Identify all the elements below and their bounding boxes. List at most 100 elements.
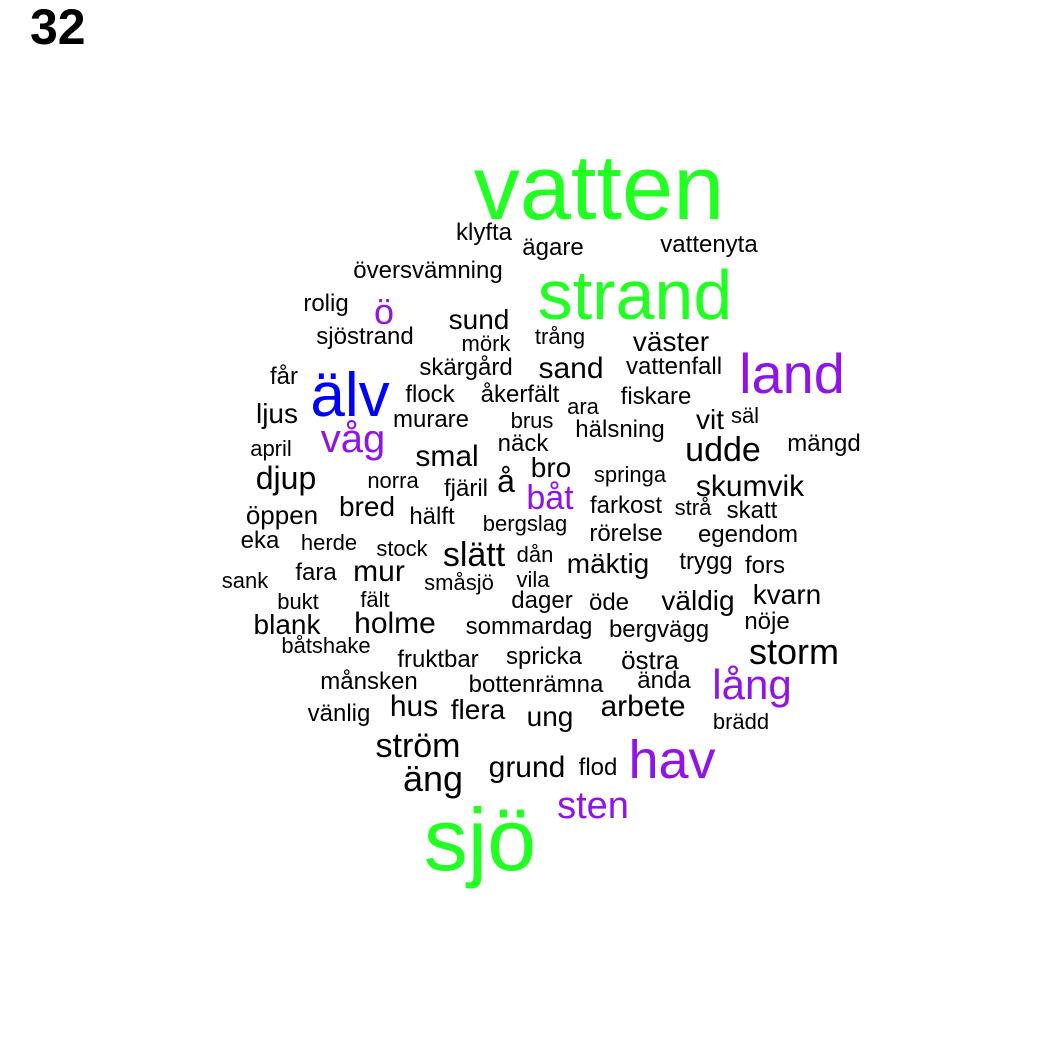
word-27: ara <box>567 394 599 419</box>
word-74: kvarn <box>752 579 822 610</box>
word-58: stock <box>376 536 428 561</box>
word-30: murare <box>392 406 470 433</box>
word-19: trång <box>534 324 586 349</box>
word-0: vatten <box>473 137 725 239</box>
word-8: båt <box>526 479 574 517</box>
word-34: hälsning <box>575 416 665 443</box>
word-7: våg <box>320 417 386 461</box>
word-44: springa <box>593 462 667 487</box>
word-96: grund <box>488 751 566 784</box>
word-4: land <box>739 342 845 405</box>
word-79: nöje <box>744 608 790 635</box>
word-52: hälft <box>409 503 455 530</box>
word-31: brus <box>510 408 554 433</box>
word-18: mörk <box>461 331 511 356</box>
word-92: arbete <box>600 690 686 723</box>
word-55: egendom <box>697 521 799 548</box>
word-66: mur <box>353 555 405 588</box>
word-41: djup <box>255 460 317 496</box>
word-88: vänlig <box>307 700 371 727</box>
word-32: vit <box>696 404 724 435</box>
panel-number: 32 <box>30 0 86 55</box>
word-77: sommardag <box>465 613 593 640</box>
word-12: ägare <box>522 234 584 261</box>
word-36: näck <box>497 430 549 457</box>
word-39: smal <box>415 440 479 473</box>
word-29: ljus <box>255 398 299 429</box>
word-6: ö <box>373 291 395 332</box>
word-67: småsjö <box>424 570 494 595</box>
word-3: älv <box>310 361 390 430</box>
word-21: skärgård <box>419 354 513 381</box>
word-97: flod <box>578 754 618 781</box>
word-91: ung <box>526 701 574 732</box>
word-16: sund <box>448 304 510 335</box>
word-71: dager <box>511 587 573 614</box>
word-14: översvämning <box>353 257 503 284</box>
word-25: flock <box>405 381 455 408</box>
word-86: bottenrämna <box>468 671 604 698</box>
word-61: mäktig <box>566 548 650 579</box>
word-50: skatt <box>726 497 778 524</box>
word-15: rolig <box>303 290 349 317</box>
word-75: blank <box>253 609 321 640</box>
word-23: vattenfall <box>625 353 723 380</box>
word-1: strand <box>537 256 733 334</box>
word-84: östra <box>621 645 679 675</box>
word-26: åkerfält <box>480 381 560 408</box>
word-73: väldig <box>661 585 735 616</box>
word-9: lång <box>712 661 792 708</box>
word-43: å <box>497 463 515 499</box>
word-28: fiskare <box>620 383 692 410</box>
word-17: sjöstrand <box>316 323 414 350</box>
word-62: trygg <box>679 548 733 575</box>
word-64: sank <box>221 568 269 593</box>
word-2: sjö <box>423 790 537 889</box>
word-59: slätt <box>442 536 506 574</box>
word-20: väster <box>632 326 710 357</box>
word-53: bergslag <box>482 511 568 536</box>
word-45: skumvik <box>695 470 805 503</box>
word-82: fruktbar <box>397 646 479 673</box>
word-13: vattenyta <box>660 231 758 258</box>
word-42: norra <box>367 468 419 493</box>
word-89: hus <box>389 690 439 723</box>
word-76: holme <box>354 607 436 640</box>
word-38: mängd <box>787 430 861 457</box>
word-90: flera <box>450 694 506 725</box>
word-94: ström <box>375 727 461 765</box>
word-10: sten <box>557 785 629 827</box>
word-11: klyfta <box>455 219 513 246</box>
word-24: får <box>269 363 299 390</box>
word-56: eka <box>240 527 280 554</box>
word-51: öppen <box>245 500 319 530</box>
word-93: brädd <box>712 709 770 734</box>
word-85: månsken <box>320 668 418 695</box>
word-46: fjäril <box>443 475 489 502</box>
word-80: båtshake <box>281 633 371 658</box>
word-35: april <box>250 436 292 461</box>
word-65: fara <box>295 559 337 586</box>
word-83: spricka <box>505 643 583 670</box>
word-70: fält <box>360 587 390 612</box>
word-69: bukt <box>277 589 319 614</box>
word-33: säl <box>730 403 760 428</box>
word-57: herde <box>300 530 358 555</box>
word-40: bro <box>530 452 572 483</box>
word-87: ända <box>637 667 691 694</box>
word-37: udde <box>685 431 761 469</box>
word-54: rörelse <box>589 520 663 547</box>
word-49: strå <box>674 495 712 520</box>
word-95: äng <box>402 758 464 799</box>
word-60: dån <box>516 542 554 567</box>
word-47: bred <box>338 491 396 522</box>
word-78: bergvägg <box>608 616 710 643</box>
word-5: hav <box>628 730 716 790</box>
word-22: sand <box>538 352 604 385</box>
word-63: fors <box>744 552 786 579</box>
word-68: vila <box>516 567 550 592</box>
word-72: öde <box>588 589 630 616</box>
word-81: storm <box>749 631 839 672</box>
